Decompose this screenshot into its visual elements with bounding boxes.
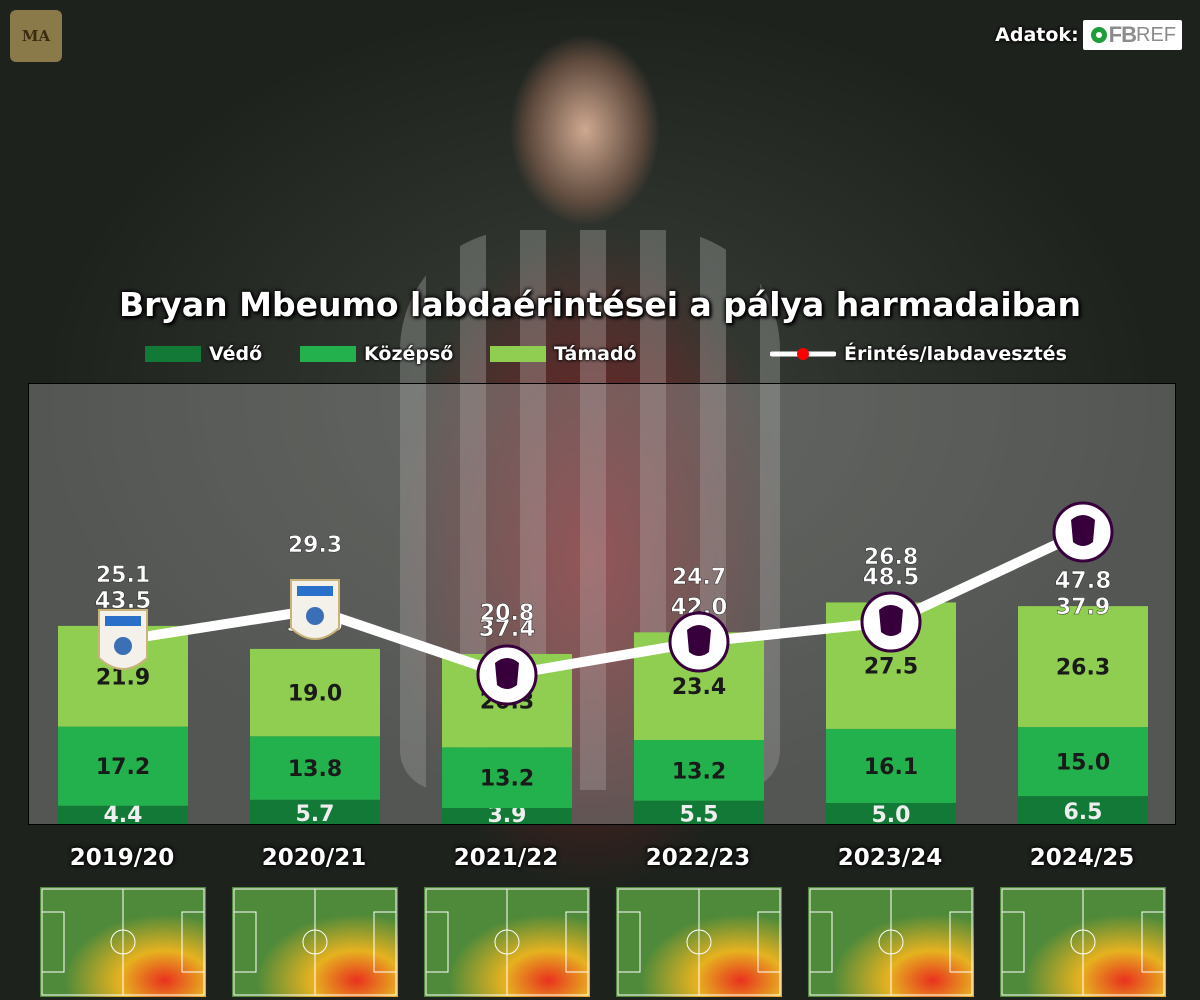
data-label-defensive-5: 6.5	[1064, 800, 1103, 824]
chart-legend: Védő Középső Támadó Érintés/labdavesztés	[0, 343, 1200, 369]
heatmap-4	[807, 886, 975, 998]
fbref-logo-fb: FB	[1108, 22, 1137, 47]
data-label-defensive-1: 5.7	[296, 802, 335, 824]
data-label-middle-3: 13.2	[672, 759, 726, 784]
pitch-heatmap-icon	[232, 887, 398, 997]
data-label-middle-1: 13.8	[288, 757, 342, 782]
heatmap-0	[39, 886, 207, 998]
legend-label-attacking: Támadó	[554, 343, 637, 365]
touch-line-label-0: 25.1	[96, 563, 150, 588]
bar-middle-1	[250, 736, 380, 800]
data-label-attacking-5: 26.3	[1056, 656, 1110, 681]
legend-item-defensive: Védő	[145, 343, 262, 365]
data-label-attacking-4: 27.5	[864, 655, 918, 680]
pl-badge-lion-4	[879, 605, 903, 636]
football-icon	[1090, 27, 1107, 43]
heatmap-2	[423, 886, 591, 998]
touch-line	[122, 527, 1086, 680]
chart-svg: 4.417.221.943.55.713.819.038.53.913.220.…	[58, 501, 1148, 824]
touch-line-label-3: 24.7	[672, 565, 726, 590]
total-label-2: 37.4	[479, 616, 536, 642]
data-label-attacking-1: 19.0	[288, 682, 342, 707]
touch-line-label-1: 29.3	[288, 533, 342, 558]
premier-league-icon-5	[1052, 501, 1114, 563]
efl-badge-ball-0	[114, 637, 132, 655]
heatmap-5	[999, 886, 1167, 998]
pitch-heatmap-icon	[616, 887, 782, 997]
data-label-middle-5: 15.0	[1056, 751, 1110, 776]
pitch-heatmap-icon	[424, 887, 590, 997]
efl-badge-ball-1	[306, 607, 324, 625]
efl-championship-icon-0	[98, 609, 148, 670]
touch-line-label-5: 37.9	[1056, 595, 1110, 620]
data-label-middle-2: 13.2	[480, 767, 534, 792]
legend-item-touch-line: Érintés/labdavesztés	[770, 343, 1067, 365]
season-label-2: 2021/22	[453, 845, 559, 871]
efl-badge-band-0	[105, 616, 141, 626]
bar-middle-5	[1018, 727, 1148, 797]
premier-league-icon-4	[860, 591, 922, 653]
touch-line-label-2: 20.8	[480, 601, 534, 626]
legend-item-middle: Középső	[300, 343, 453, 365]
total-label-4: 48.5	[863, 564, 920, 590]
brand-logo-text: MA	[21, 27, 51, 45]
bar-defensive-5	[1018, 796, 1148, 824]
pitch-heatmap-icon	[1000, 887, 1166, 997]
data-label-middle-0: 17.2	[96, 755, 150, 780]
pitch-heatmap-icon	[808, 887, 974, 997]
legend-item-attacking: Támadó	[490, 343, 637, 365]
season-label-4: 2023/24	[837, 845, 943, 871]
heatmap-1	[231, 886, 399, 998]
season-label-1: 2020/21	[261, 845, 367, 871]
chart-area: 4.417.221.943.55.713.819.038.53.913.220.…	[28, 383, 1176, 825]
pl-badge-lion-3	[687, 625, 711, 656]
heatmap-3	[615, 886, 783, 998]
legend-label-middle: Középső	[364, 343, 454, 365]
efl-badge-band-1	[297, 586, 333, 596]
data-label-middle-4: 16.1	[864, 755, 918, 780]
efl-championship-icon-1	[290, 579, 340, 640]
bar-middle-4	[826, 728, 956, 803]
premier-league-icon-2	[476, 644, 538, 706]
data-label-attacking-3: 23.4	[672, 675, 726, 700]
bar-defensive-3	[634, 800, 764, 824]
bar-defensive-0	[58, 805, 188, 824]
season-label-0: 2019/20	[69, 845, 175, 871]
pitch-heatmap-icon	[40, 887, 206, 997]
data-label-defensive-0: 4.4	[104, 803, 143, 824]
season-labels: 2019/20 2020/21 2021/22 2022/23 2023/24 2024/…	[0, 845, 1200, 885]
legend-swatch-attacking	[490, 346, 546, 362]
legend-line-marker-icon	[770, 348, 836, 360]
season-label-3: 2022/23	[645, 845, 751, 871]
bar-middle-2	[442, 747, 572, 809]
credit-label: Adatok:	[995, 24, 1079, 46]
bar-defensive-1	[250, 799, 380, 824]
legend-label-touch-line: Érintés/labdavesztés	[844, 343, 1067, 365]
bar-defensive-2	[442, 808, 572, 824]
bar-attacking-1	[250, 648, 380, 737]
fbref-logo: FB REF	[1082, 20, 1182, 50]
brand-logo: MA	[10, 10, 62, 62]
data-label-defensive-2: 3.9	[488, 803, 527, 824]
pl-badge-lion-5	[1071, 515, 1095, 546]
bar-attacking-5	[1018, 606, 1148, 728]
legend-swatch-defensive	[145, 346, 201, 362]
premier-league-icon-3	[668, 611, 730, 673]
data-label-defensive-4: 5.0	[872, 803, 911, 824]
total-label-5: 47.8	[1055, 568, 1112, 594]
legend-swatch-middle	[300, 346, 356, 362]
legend-label-defensive: Védő	[209, 343, 263, 365]
pl-badge-lion-2	[495, 658, 519, 689]
season-label-5: 2024/25	[1029, 845, 1135, 871]
fbref-logo-ref: REF	[1136, 23, 1176, 46]
data-label-defensive-3: 5.5	[680, 802, 719, 824]
bar-defensive-4	[826, 803, 956, 824]
bar-middle-3	[634, 739, 764, 801]
touch-line-label-4: 26.8	[864, 545, 918, 570]
bar-middle-0	[58, 726, 188, 806]
data-credit: Adatok: FB REF	[995, 20, 1182, 50]
chart-title: Bryan Mbeumo labdaérintései a pálya harm…	[118, 285, 1082, 324]
